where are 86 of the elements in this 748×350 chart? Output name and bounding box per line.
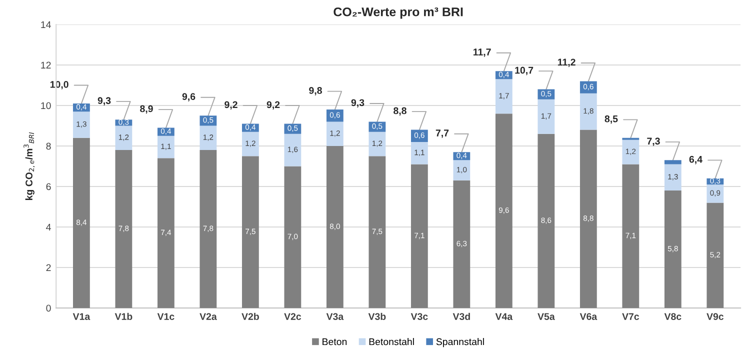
bar bbox=[538, 134, 555, 308]
bar bbox=[495, 114, 512, 308]
bar bbox=[368, 156, 386, 308]
bar bbox=[495, 79, 512, 114]
total-label: 11,2 bbox=[558, 58, 576, 67]
bar bbox=[368, 122, 386, 132]
bar bbox=[115, 150, 132, 308]
total-label: 7,7 bbox=[436, 130, 449, 138]
x-tick-label: V1c bbox=[157, 313, 174, 320]
bar bbox=[453, 180, 470, 308]
bar bbox=[284, 124, 302, 134]
bar bbox=[242, 156, 259, 308]
bar bbox=[410, 142, 428, 164]
legend-label: Betonstahl bbox=[369, 338, 414, 346]
bar bbox=[580, 81, 597, 94]
legend-label: Spannstahl bbox=[436, 338, 484, 348]
bar bbox=[664, 190, 682, 308]
x-tick-label: V3c bbox=[410, 313, 428, 320]
x-tick-label: V1b bbox=[114, 312, 132, 320]
y-axis-title: kg CO$_{2,e}$/m$^{3}$$_{BRI}$ bbox=[24, 132, 35, 200]
x-tick-label: V8c bbox=[664, 313, 682, 320]
total-label: 11,7 bbox=[473, 48, 491, 57]
bar bbox=[157, 136, 174, 158]
bar bbox=[284, 166, 302, 308]
total-label: 10,7 bbox=[515, 66, 534, 76]
total-label: 10,0 bbox=[50, 80, 68, 90]
total-label: 9,2 bbox=[224, 101, 238, 110]
bar bbox=[664, 164, 682, 191]
bar bbox=[538, 99, 555, 134]
bar bbox=[410, 130, 428, 142]
x-tick-label: V6a bbox=[580, 313, 598, 320]
total-label: 8,9 bbox=[140, 105, 153, 114]
y-tick-label: 14 bbox=[41, 21, 51, 28]
total-label: 9,8 bbox=[309, 87, 322, 96]
bar bbox=[284, 134, 302, 166]
y-tick-label: 6 bbox=[46, 183, 51, 190]
legend-label: Beton bbox=[322, 338, 347, 346]
bar bbox=[368, 132, 386, 156]
x-tick-label: V2b bbox=[242, 312, 259, 320]
total-label: 9,3 bbox=[98, 97, 111, 106]
bar bbox=[73, 138, 90, 308]
bar bbox=[115, 120, 132, 126]
bar bbox=[326, 122, 344, 146]
bar bbox=[410, 164, 428, 308]
x-tick-label: V4a bbox=[495, 313, 513, 320]
y-tick-label: 0 bbox=[46, 304, 51, 312]
bar bbox=[453, 160, 470, 180]
y-tick-label: 2 bbox=[46, 264, 51, 272]
bar bbox=[326, 146, 344, 308]
bar bbox=[200, 116, 217, 126]
total-label: 8,8 bbox=[394, 107, 406, 116]
total-label: 7,3 bbox=[647, 138, 660, 146]
total-label: 9,6 bbox=[182, 93, 196, 102]
y-tick-label: 12 bbox=[41, 62, 51, 69]
bar bbox=[200, 150, 217, 308]
bar bbox=[706, 202, 724, 308]
x-tick-label: V3d bbox=[452, 312, 470, 320]
x-tick-label: V3b bbox=[368, 312, 386, 320]
y-tick-label: 10 bbox=[41, 102, 51, 110]
x-tick-label: V2c bbox=[284, 313, 302, 320]
bar bbox=[326, 110, 344, 122]
bar bbox=[622, 164, 640, 308]
x-tick-label: V3a bbox=[326, 313, 344, 320]
bar bbox=[664, 160, 682, 164]
chart-title: CO₂-Werte pro m³ BRI bbox=[334, 7, 463, 19]
bar bbox=[706, 184, 724, 203]
bar bbox=[580, 93, 597, 130]
x-tick-label: V7c bbox=[622, 313, 640, 320]
total-label: 8,5 bbox=[604, 115, 618, 124]
total-label: 6,4 bbox=[689, 156, 702, 164]
bar bbox=[622, 140, 640, 164]
x-tick-label: V2a bbox=[200, 313, 217, 320]
bar bbox=[157, 158, 174, 308]
bar bbox=[242, 132, 259, 156]
bar bbox=[242, 124, 259, 132]
x-tick-label: V9c bbox=[706, 313, 724, 320]
total-label: 9,3 bbox=[351, 99, 364, 108]
bar bbox=[73, 112, 90, 138]
total-label: 9,2 bbox=[266, 101, 280, 110]
bar bbox=[200, 126, 217, 150]
y-tick-label: 8 bbox=[46, 142, 51, 150]
bar bbox=[580, 130, 597, 308]
bar bbox=[115, 126, 132, 150]
y-tick-label: 4 bbox=[46, 224, 51, 231]
x-tick-label: V5a bbox=[538, 313, 555, 320]
x-tick-label: V1a bbox=[72, 313, 90, 320]
